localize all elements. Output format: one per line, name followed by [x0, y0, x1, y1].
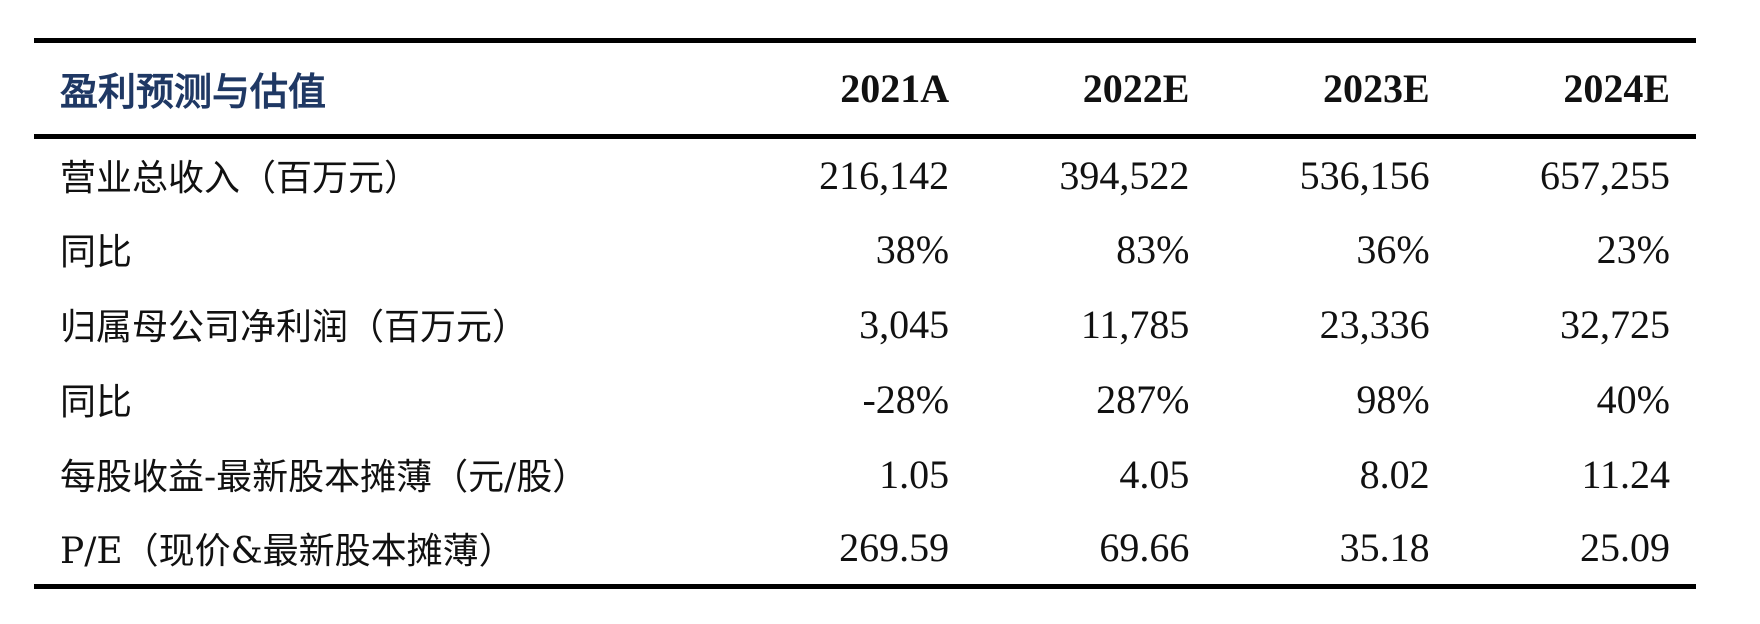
table-row: 同比 -28% 287% 98% 40%	[34, 362, 1696, 437]
table-cell: 11,785	[1080, 301, 1190, 347]
table-row: P/E（现价&最新股本摊薄） 269.59 69.66 35.18 25.09	[34, 511, 1696, 589]
table-cell: 394,522	[1059, 152, 1190, 198]
table-cell: 38%	[875, 226, 950, 272]
year-header-2022e: 2022E	[975, 38, 1216, 139]
table-header: 盈利预测与估值 2021A 2022E 2023E 2024E	[34, 38, 1696, 139]
table-row: 营业总收入（百万元） 216,142 394,522 536,156 657,2…	[34, 137, 1696, 212]
table-cell: 4.05	[1119, 451, 1190, 497]
row-label-revenue-yoy: 同比	[60, 232, 133, 273]
row-label-net-profit-yoy: 同比	[60, 382, 133, 423]
header-label: 盈利预测与估值	[34, 38, 735, 139]
table-cell: 32,725	[1560, 301, 1670, 347]
table-cell: 36%	[1356, 226, 1430, 272]
year-header-2024e: 2024E	[1455, 38, 1696, 139]
table-cell: 69.66	[975, 511, 1216, 589]
table-cell: 3,045	[859, 301, 950, 347]
row-label-eps: 每股收益-最新股本摊薄（元/股）	[60, 457, 589, 498]
table-cell: 657,255	[1540, 152, 1670, 198]
table-cell: 269.59	[734, 511, 976, 589]
table-cell: 216,142	[819, 152, 950, 198]
row-label-net-profit: 归属母公司净利润（百万元）	[60, 307, 529, 348]
table-cell: 1.05	[879, 451, 950, 497]
year-header-2023e: 2023E	[1215, 38, 1456, 139]
table-cell: 83%	[1116, 226, 1190, 272]
table-cell: 98%	[1356, 376, 1430, 422]
table-cell: 35.18	[1215, 511, 1456, 589]
table-row: 每股收益-最新股本摊薄（元/股） 1.05 4.05 8.02 11.24	[34, 437, 1696, 512]
header-row: 盈利预测与估值 2021A 2022E 2023E 2024E	[34, 38, 1696, 139]
table-body: 营业总收入（百万元） 216,142 394,522 536,156 657,2…	[34, 137, 1696, 589]
row-label-revenue: 营业总收入（百万元）	[60, 158, 421, 200]
table-cell: 40%	[1596, 376, 1670, 422]
table-cell: 11.24	[1581, 451, 1670, 497]
table-cell: -28%	[862, 376, 950, 422]
table-row: 归属母公司净利润（百万元） 3,045 11,785 23,336 32,725	[34, 287, 1696, 362]
table-cell: 8.02	[1359, 451, 1430, 497]
table-cell: 23%	[1596, 226, 1670, 272]
table-cell: 25.09	[1455, 511, 1696, 589]
row-label-pe: P/E（现价&最新股本摊薄）	[34, 511, 735, 589]
table-cell: 23,336	[1319, 301, 1430, 347]
table-cell: 287%	[1096, 376, 1190, 422]
table-row: 同比 38% 83% 36% 23%	[34, 212, 1696, 287]
table-cell: 536,156	[1299, 152, 1430, 198]
earnings-forecast-table: 盈利预测与估值 2021A 2022E 2023E 2024E 营业总收入（百万…	[34, 38, 1696, 589]
year-header-2021a: 2021A	[734, 38, 976, 139]
